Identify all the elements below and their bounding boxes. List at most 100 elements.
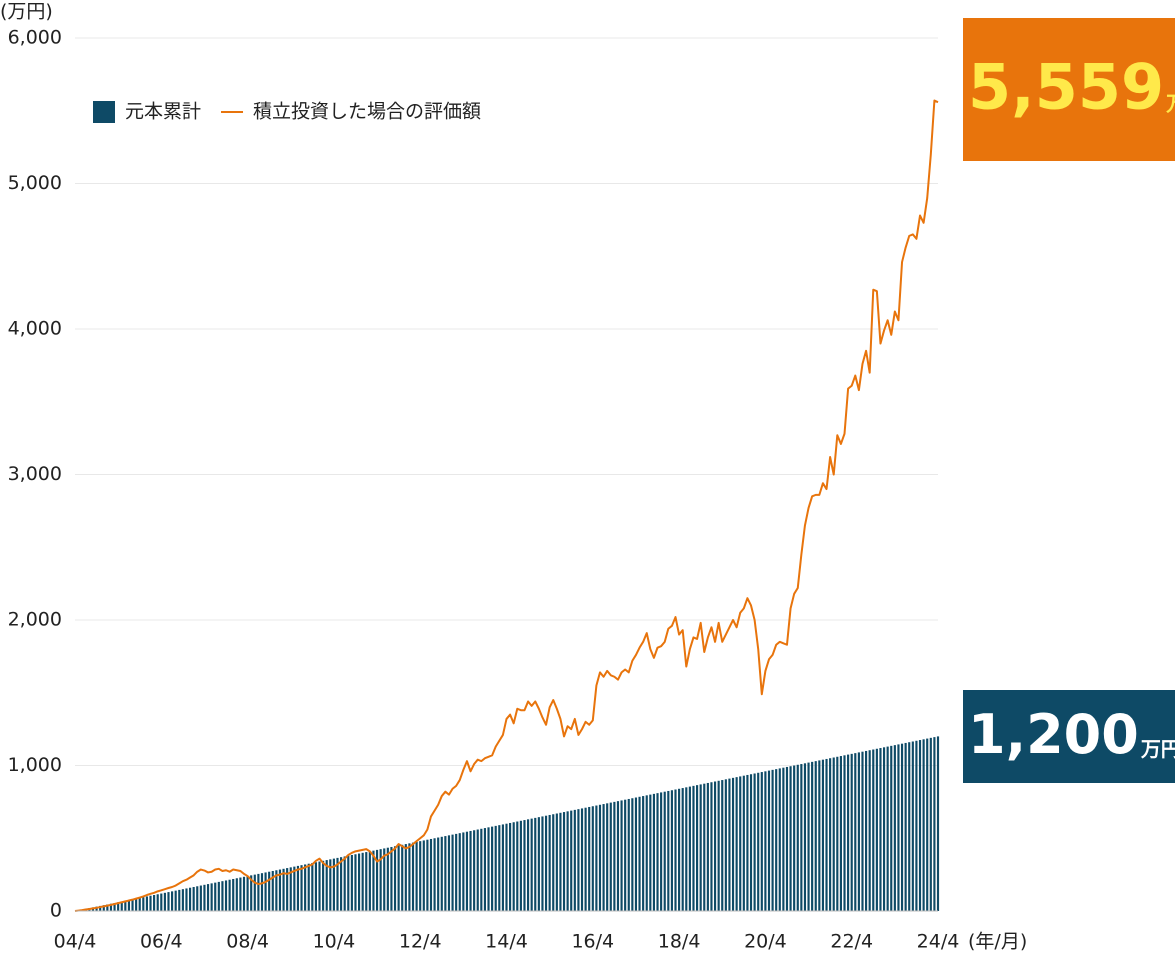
bar bbox=[731, 777, 735, 911]
bar bbox=[314, 862, 317, 911]
bar bbox=[566, 811, 569, 911]
bar bbox=[922, 739, 925, 911]
x-tick-label: 06/4 bbox=[140, 931, 183, 953]
bar bbox=[354, 854, 357, 911]
bar bbox=[818, 760, 821, 911]
bar bbox=[437, 837, 440, 911]
bar bbox=[911, 741, 914, 911]
bar bbox=[847, 754, 850, 911]
bar bbox=[832, 757, 835, 911]
bar bbox=[135, 898, 138, 911]
bar bbox=[397, 845, 400, 911]
bar bbox=[580, 808, 584, 911]
bar bbox=[242, 876, 246, 911]
bar bbox=[408, 843, 411, 911]
y-tick-label: 6,000 bbox=[8, 27, 62, 49]
bar bbox=[145, 896, 148, 911]
y-tick-label: 4,000 bbox=[8, 318, 62, 340]
bar bbox=[509, 822, 512, 911]
bar bbox=[322, 860, 325, 911]
bar bbox=[742, 775, 745, 911]
bar bbox=[767, 770, 771, 911]
bar bbox=[386, 847, 389, 911]
bar bbox=[210, 883, 213, 911]
bar bbox=[534, 817, 537, 911]
bar bbox=[854, 753, 857, 911]
bar bbox=[530, 818, 533, 911]
bar bbox=[688, 786, 691, 911]
bar bbox=[602, 804, 605, 911]
bar bbox=[879, 748, 882, 911]
bar bbox=[99, 905, 102, 911]
bar bbox=[606, 803, 609, 911]
bar bbox=[153, 894, 156, 911]
bar bbox=[929, 737, 932, 911]
bar bbox=[318, 861, 321, 911]
bar bbox=[757, 772, 760, 911]
bar bbox=[753, 773, 756, 911]
bar bbox=[289, 867, 292, 911]
bar bbox=[638, 796, 641, 911]
bar bbox=[325, 860, 328, 911]
bar bbox=[685, 787, 688, 911]
bar bbox=[451, 834, 454, 911]
bar bbox=[336, 857, 339, 911]
legend-swatch bbox=[93, 101, 115, 123]
x-tick-label: 16/4 bbox=[571, 931, 614, 953]
bar bbox=[807, 762, 810, 911]
bar bbox=[368, 851, 371, 911]
bar bbox=[343, 856, 346, 911]
bar bbox=[206, 884, 210, 911]
bar bbox=[106, 904, 109, 911]
bar bbox=[214, 882, 217, 911]
bar bbox=[347, 855, 350, 911]
bar bbox=[444, 836, 447, 911]
bar bbox=[865, 750, 868, 911]
bar bbox=[562, 812, 566, 911]
bar bbox=[890, 745, 893, 911]
x-tick-label: 08/4 bbox=[226, 931, 269, 953]
bar bbox=[372, 850, 375, 911]
bar bbox=[861, 751, 864, 911]
bar bbox=[739, 776, 742, 911]
bar bbox=[933, 737, 936, 911]
y-tick-label: 2,000 bbox=[8, 609, 62, 631]
bar bbox=[455, 833, 458, 911]
bar bbox=[868, 750, 871, 911]
bar bbox=[526, 819, 530, 911]
bar bbox=[440, 836, 443, 911]
bar bbox=[120, 901, 123, 911]
bar bbox=[584, 807, 587, 911]
bar bbox=[411, 842, 415, 911]
bar bbox=[311, 862, 314, 911]
bar bbox=[149, 895, 152, 911]
bar bbox=[332, 858, 335, 911]
bar bbox=[796, 764, 799, 911]
bar bbox=[552, 814, 555, 911]
bar bbox=[138, 897, 141, 911]
bar bbox=[843, 755, 846, 911]
bar bbox=[473, 830, 476, 911]
bar bbox=[850, 753, 853, 911]
bar bbox=[908, 742, 911, 911]
bar bbox=[235, 878, 238, 911]
bar bbox=[393, 846, 397, 911]
bar bbox=[936, 736, 940, 911]
bar bbox=[357, 853, 361, 911]
bar bbox=[789, 766, 792, 911]
bar bbox=[117, 902, 120, 911]
bar bbox=[246, 876, 249, 911]
bar bbox=[645, 795, 648, 911]
bar bbox=[239, 877, 242, 911]
bar bbox=[199, 885, 202, 911]
bar bbox=[300, 865, 303, 911]
bar bbox=[271, 870, 274, 911]
bar bbox=[710, 782, 713, 911]
bar bbox=[498, 825, 501, 911]
bar bbox=[793, 765, 796, 911]
bar bbox=[620, 800, 623, 911]
bar bbox=[433, 838, 436, 911]
bar bbox=[480, 828, 483, 911]
bar bbox=[163, 892, 166, 911]
